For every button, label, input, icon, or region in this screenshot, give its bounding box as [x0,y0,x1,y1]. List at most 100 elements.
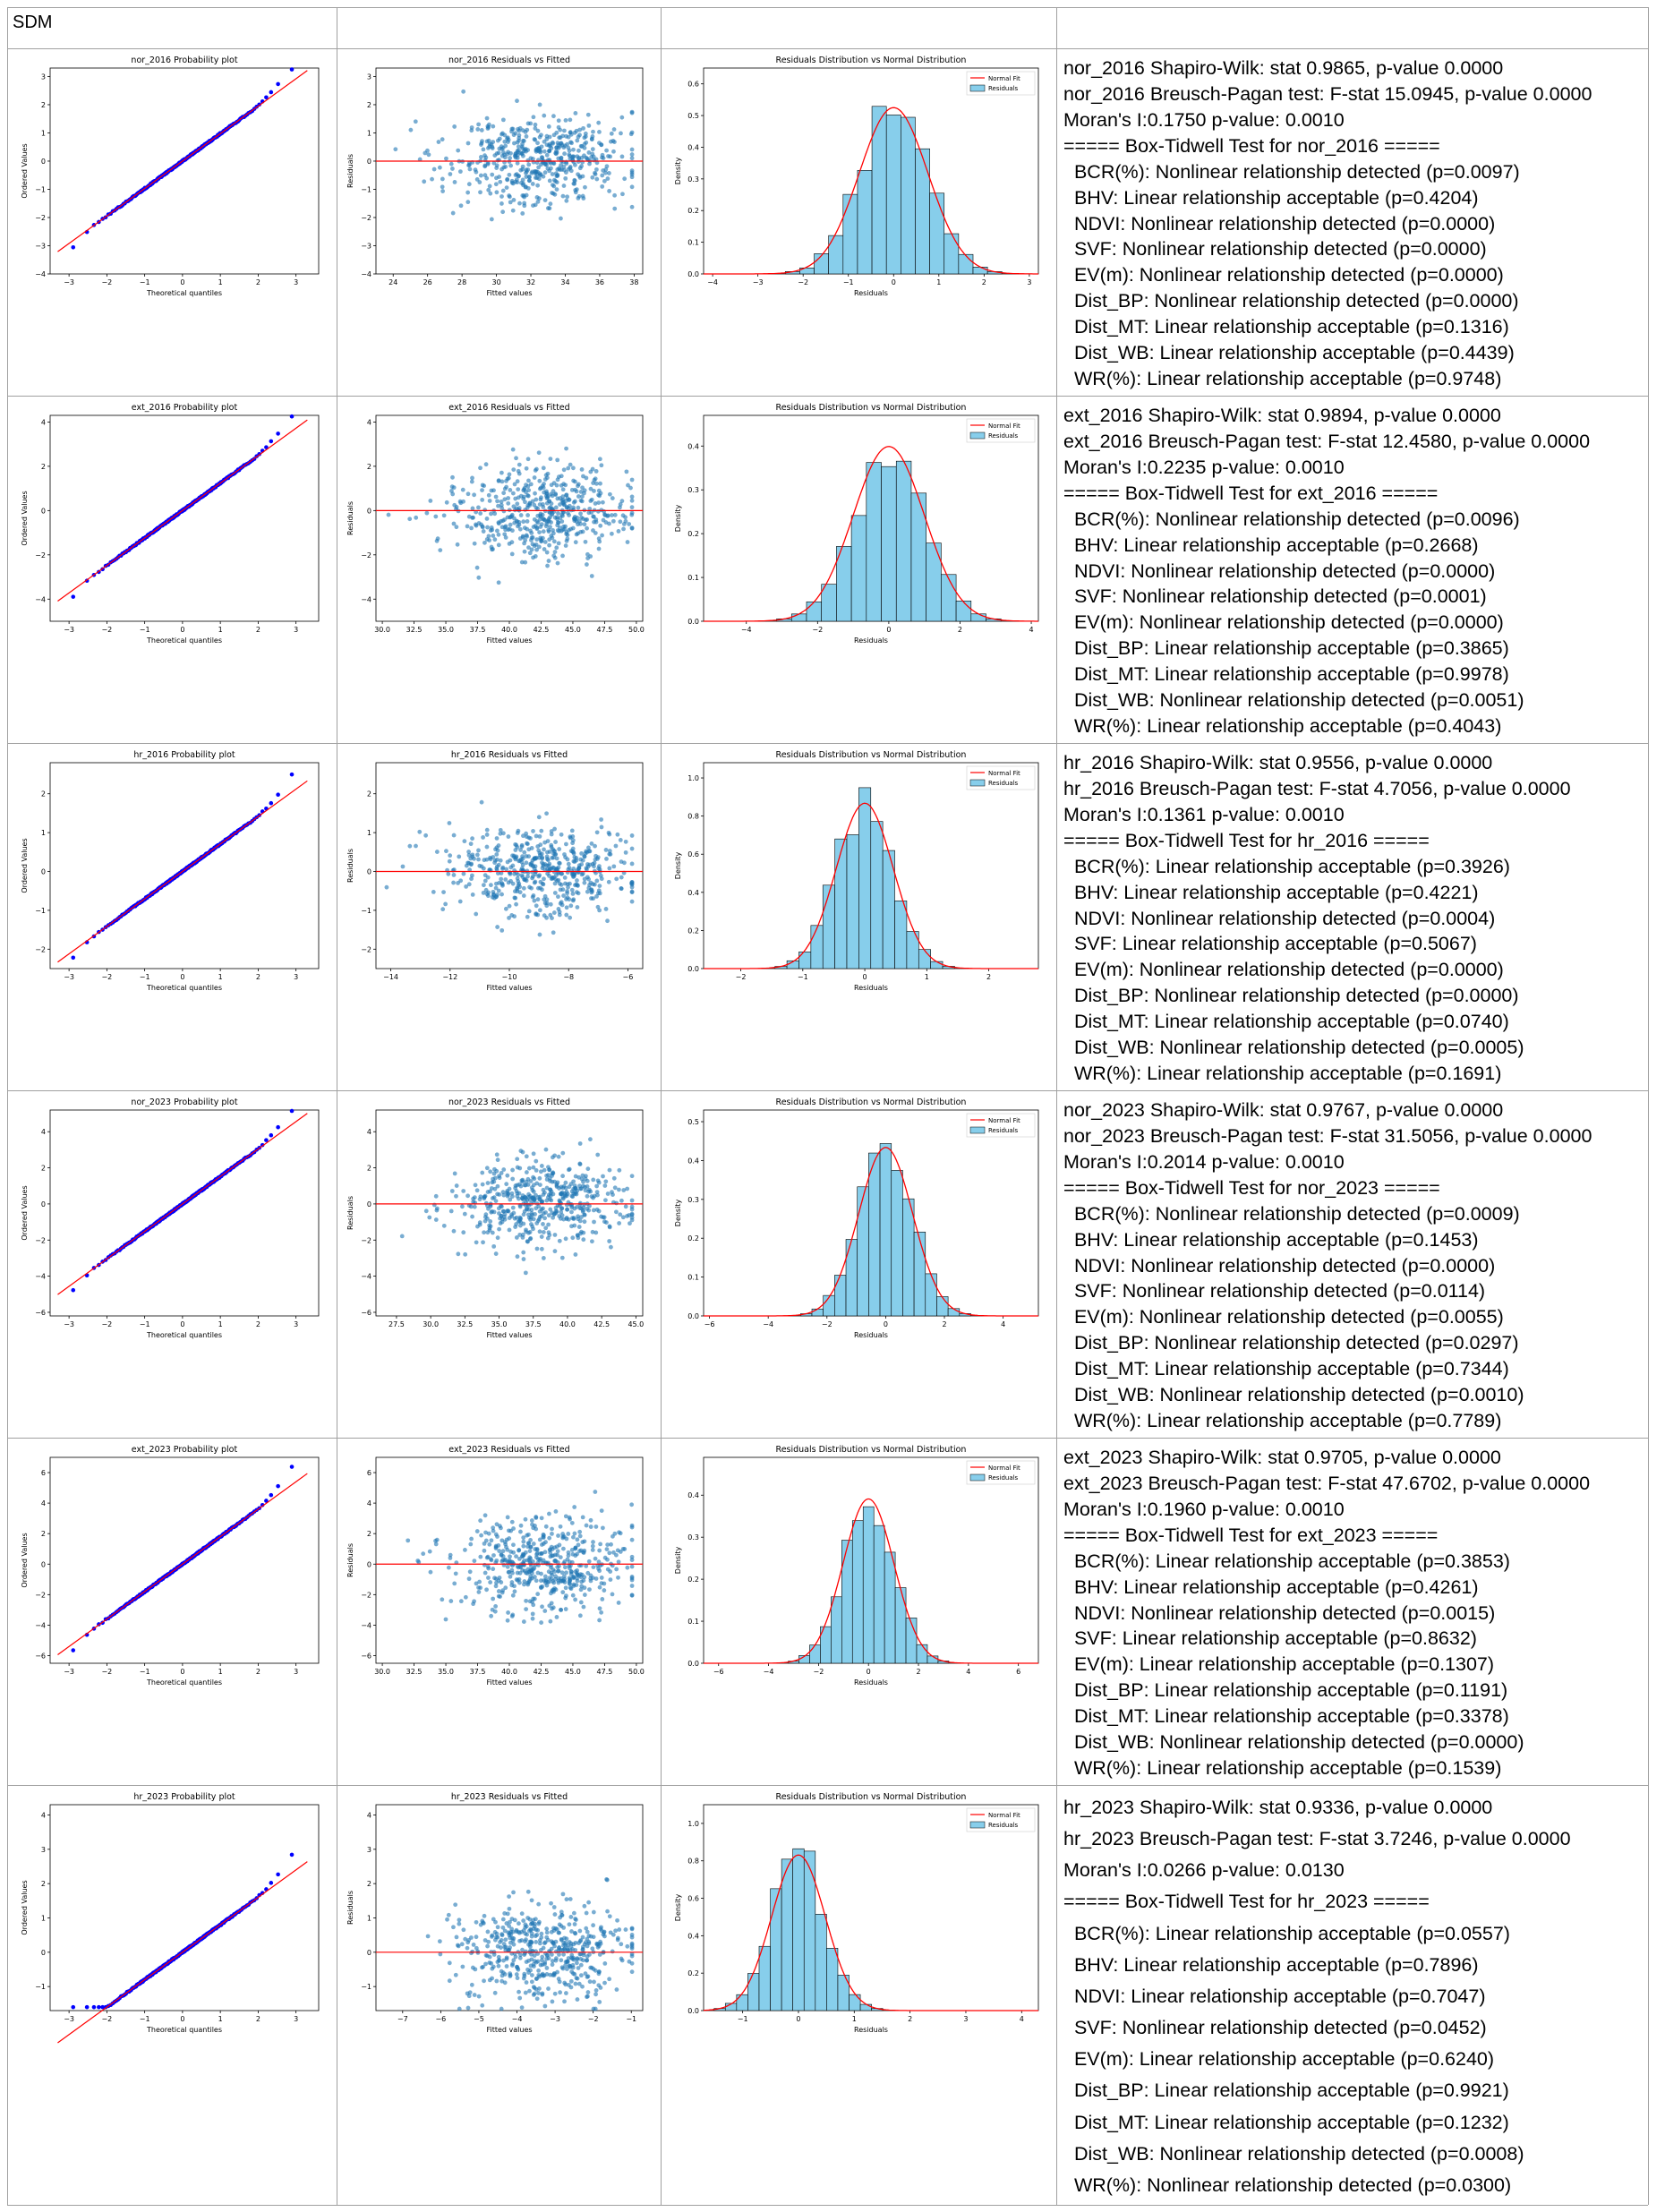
residual-point [578,498,584,503]
residual-point [524,192,529,198]
box-tidwell-result: Dist_BP: Nonlinear relationship detected… [1063,1332,1519,1354]
residuals-plot-cell: nor_2016 Residuals vs Fitted 24 26 28 30 32 34… [337,48,661,396]
residual-point [557,1238,562,1243]
residual-point [578,857,584,862]
residual-point [495,1157,500,1163]
residual-point [558,1990,563,1995]
residual-point [566,1553,571,1559]
residual-point [629,147,635,152]
residual-point [563,1607,568,1611]
residual-point [542,162,548,167]
residual-point [537,478,542,483]
y-tick-label: 2 [367,790,371,799]
residual-point [518,1216,524,1221]
residual-point [496,542,501,548]
residual-point [527,1236,533,1242]
residual-point [550,1999,555,2004]
residual-point [511,504,517,509]
residual-point [520,856,525,861]
residual-point [486,187,491,192]
residual-point [501,1942,507,1946]
residual-point [564,170,568,175]
residual-point [581,1237,586,1243]
residual-point [519,873,525,878]
residual-point [629,110,635,115]
qq-point [71,2004,76,2010]
residual-point [586,1559,592,1564]
residual-point [548,525,552,530]
residual-point [605,1191,610,1196]
qq-point [71,594,76,599]
residual-point [499,1969,504,1974]
y-tick-label: 4 [41,1812,46,1820]
residual-point [619,886,624,892]
residual-point [561,524,566,529]
residual-point [566,867,571,872]
residual-point [471,1200,476,1205]
residual-point [590,1229,595,1234]
residual-point [577,1533,583,1539]
residual-point [510,1176,516,1182]
residual-point [526,545,531,551]
residual-point [593,1490,598,1494]
residual-point [551,1587,556,1593]
residual-point [534,1940,539,1944]
histogram-bar [891,1170,903,1317]
legend-fit-label: Normal Fit [988,423,1020,430]
residual-point [495,1235,500,1241]
residual-point [466,182,472,187]
residual-point [513,496,518,501]
residual-point [607,189,611,193]
x-tick-label: 50.0 [628,626,645,634]
residual-point [425,1934,431,1939]
residual-point [529,1518,534,1523]
residual-point [619,1198,624,1203]
histogram-bar [868,1152,881,1317]
residual-point [563,1943,568,1948]
residual-point [526,478,531,483]
histogram-bar [866,462,882,622]
residual-point [560,1150,566,1156]
residual-point [534,497,539,502]
legend-res-label: Residuals [988,432,1019,440]
residual-point [560,193,566,199]
residual-point [542,1190,547,1195]
residual-point [505,1618,510,1623]
residual-point [480,1182,485,1187]
residual-point [484,857,490,862]
y-tick-label: −3 [35,242,46,250]
residual-point [510,208,516,213]
residual-point [508,1549,514,1554]
residual-point [565,857,570,862]
residual-point [496,580,501,585]
x-tick-label: 35.0 [491,1320,508,1328]
residual-point [456,148,461,153]
residual-point [530,875,534,881]
x-tick-label: −6 [713,1668,724,1676]
residual-point [558,1555,563,1560]
residual-point [451,1228,457,1234]
x-tick-label: 0 [892,278,896,286]
residual-point [524,1937,528,1943]
residuals-plot-title: hr_2016 Residuals vs Fitted [451,750,568,760]
residual-point [506,834,511,839]
residual-point [582,876,587,882]
residual-point [484,517,490,521]
table-row: nor_2023 Probability plot −3 −2 −1 0 1 2 3 −6 −4−… [7,1090,1648,1438]
residual-point [607,866,612,871]
residual-point [534,525,540,530]
residual-point [430,176,434,182]
residual-point [493,1532,499,1537]
residual-point [503,1585,508,1591]
residual-point [489,1538,494,1543]
residual-point [586,1208,592,1213]
residual-point [550,172,555,176]
residual-point [531,1200,536,1204]
residual-point [559,1209,564,1215]
residual-point [597,457,602,462]
residual-point [447,858,452,864]
residual-point [525,158,531,163]
residual-point [497,1175,502,1181]
residual-point [471,1196,475,1201]
residual-point [539,1585,543,1591]
